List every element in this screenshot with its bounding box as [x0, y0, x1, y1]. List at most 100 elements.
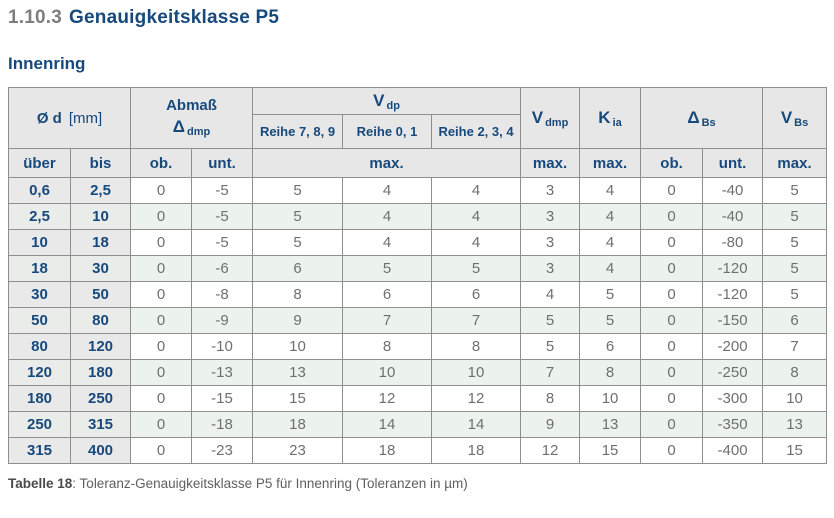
cell-tolerance-value: 5 — [762, 177, 828, 204]
cell-tolerance-value: 8 — [431, 333, 522, 360]
cell-tolerance-value: 7 — [520, 359, 581, 386]
cell-tolerance-value: 0 — [130, 177, 193, 204]
cell-diameter-bound: 80 — [8, 333, 71, 360]
sublabel-ueber: über — [8, 148, 71, 178]
cell-tolerance-value: 4 — [579, 229, 642, 256]
cell-tolerance-value: 15 — [762, 437, 828, 464]
cell-tolerance-value: -8 — [191, 281, 254, 308]
diameter-symbol: Ø d — [36, 109, 62, 127]
cell-diameter-bound: 250 — [69, 385, 132, 412]
table-caption: Tabelle 18: Toleranz-Genauigkeitsklasse … — [8, 476, 826, 491]
cell-tolerance-value: 7 — [431, 307, 522, 334]
cell-tolerance-value: 4 — [579, 255, 642, 282]
cell-tolerance-value: 23 — [252, 437, 344, 464]
cell-tolerance-value: 5 — [762, 255, 828, 282]
header-row-sublabels: über bis ob. unt. max. max. max. ob. unt… — [8, 148, 828, 178]
cell-tolerance-value: 4 — [520, 281, 581, 308]
cell-diameter-bound: 315 — [8, 437, 71, 464]
cell-tolerance-value: 0 — [640, 281, 704, 308]
cell-tolerance-value: -120 — [702, 281, 764, 308]
cell-diameter-bound: 0,6 — [8, 177, 71, 204]
cell-tolerance-value: -5 — [191, 203, 254, 230]
cell-tolerance-value: 4 — [431, 177, 522, 204]
cell-tolerance-value: 18 — [431, 437, 522, 464]
cell-diameter-bound: 400 — [69, 437, 132, 464]
cell-tolerance-value: 0 — [640, 333, 704, 360]
cell-tolerance-value: 13 — [252, 359, 344, 386]
cell-tolerance-value: -5 — [191, 177, 254, 204]
cell-tolerance-value: 10 — [342, 359, 433, 386]
col-header-reihe-789: Reihe 7, 8, 9 — [252, 114, 344, 149]
col-header-reihe-234: Reihe 2, 3, 4 — [431, 114, 522, 149]
cell-tolerance-value: -18 — [191, 411, 254, 438]
cell-tolerance-value: 12 — [342, 385, 433, 412]
cell-tolerance-value: -40 — [702, 177, 764, 204]
cell-tolerance-value: 0 — [130, 255, 193, 282]
cell-tolerance-value: 3 — [520, 229, 581, 256]
cell-tolerance-value: 8 — [520, 385, 581, 412]
cell-tolerance-value: 3 — [520, 177, 581, 204]
cell-tolerance-value: -6 — [191, 255, 254, 282]
cell-tolerance-value: -15 — [191, 385, 254, 412]
cell-tolerance-value: 5 — [520, 307, 581, 334]
col-header-diameter: Ø d [mm] — [7, 87, 132, 149]
cell-diameter-bound: 180 — [69, 359, 132, 386]
table-row: 30 50 0 -8 8 6 6 4 5 0 -120 5 — [8, 281, 828, 308]
diameter-unit: [mm] — [68, 109, 103, 127]
cell-tolerance-value: 5 — [762, 229, 828, 256]
cell-tolerance-value: 4 — [431, 203, 522, 230]
cell-tolerance-value: 0 — [640, 359, 704, 386]
cell-tolerance-value: 8 — [579, 359, 642, 386]
cell-tolerance-value: 9 — [252, 307, 344, 334]
cell-tolerance-value: 15 — [579, 437, 642, 464]
cell-tolerance-value: 0 — [130, 281, 193, 308]
table-row: 315 400 0 -23 23 18 18 12 15 0 -400 15 — [8, 437, 828, 464]
cell-tolerance-value: 6 — [579, 333, 642, 360]
sublabel-ob-dbs: ob. — [640, 148, 704, 178]
cell-tolerance-value: 6 — [342, 281, 433, 308]
cell-tolerance-value: -40 — [702, 203, 764, 230]
cell-tolerance-value: -9 — [191, 307, 254, 334]
table-row: 250 315 0 -18 18 14 14 9 13 0 -350 13 — [8, 411, 828, 438]
abmass-title: Abmaß — [166, 96, 217, 114]
col-header-vbs: V Bs — [762, 87, 828, 149]
sublabel-bis: bis — [69, 148, 132, 178]
cell-diameter-bound: 50 — [8, 307, 71, 334]
table-row: 50 80 0 -9 9 7 7 5 5 0 -150 6 — [8, 307, 828, 334]
table-row: 180 250 0 -15 15 12 12 8 10 0 -300 10 — [8, 385, 828, 412]
cell-tolerance-value: 14 — [342, 411, 433, 438]
cell-diameter-bound: 2,5 — [69, 177, 132, 204]
cell-tolerance-value: 12 — [520, 437, 581, 464]
cell-tolerance-value: 5 — [579, 281, 642, 308]
cell-tolerance-value: 7 — [762, 333, 828, 360]
cell-tolerance-value: -5 — [191, 229, 254, 256]
cell-tolerance-value: 0 — [130, 385, 193, 412]
cell-tolerance-value: 3 — [520, 255, 581, 282]
cell-tolerance-value: 0 — [640, 255, 704, 282]
sublabel-unt-dbs: unt. — [702, 148, 764, 178]
cell-tolerance-value: 5 — [252, 177, 344, 204]
cell-tolerance-value: 6 — [252, 255, 344, 282]
cell-tolerance-value: -13 — [191, 359, 254, 386]
cell-tolerance-value: -200 — [702, 333, 764, 360]
cell-tolerance-value: 9 — [520, 411, 581, 438]
cell-tolerance-value: 5 — [431, 255, 522, 282]
cell-tolerance-value: 0 — [640, 411, 704, 438]
cell-tolerance-value: 0 — [130, 359, 193, 386]
cell-diameter-bound: 10 — [69, 203, 132, 230]
cell-tolerance-value: -250 — [702, 359, 764, 386]
table-body: 0,6 2,5 0 -5 5 4 4 3 4 0 -40 5 2,5 10 0 -5 5 4 4 3 4 0 -40 5 10 1… — [8, 177, 828, 464]
cell-tolerance-value: 15 — [252, 385, 344, 412]
cell-tolerance-value: 10 — [252, 333, 344, 360]
cell-tolerance-value: -400 — [702, 437, 764, 464]
cell-diameter-bound: 120 — [8, 359, 71, 386]
cell-tolerance-value: -350 — [702, 411, 764, 438]
cell-tolerance-value: 0 — [640, 307, 704, 334]
cell-tolerance-value: 3 — [520, 203, 581, 230]
